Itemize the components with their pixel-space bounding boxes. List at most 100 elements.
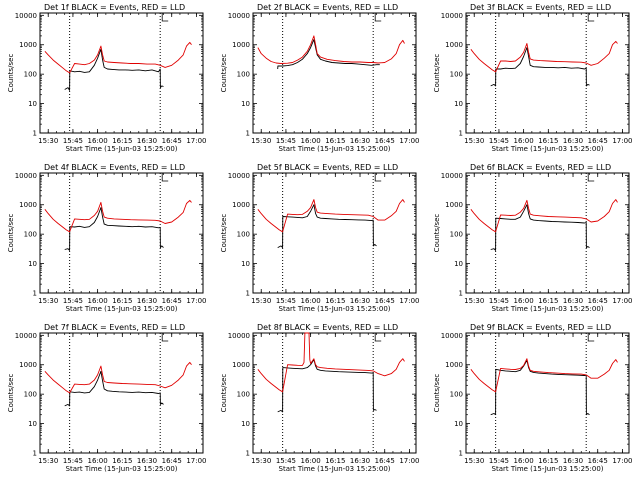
series-line-events xyxy=(490,204,590,251)
y-tick-label: 1 xyxy=(246,290,250,298)
series-line-events xyxy=(277,359,377,413)
y-tick-label: 1 xyxy=(246,130,250,138)
x-axis-label: Start Time (15-Jun-03 15:25:00) xyxy=(279,145,391,153)
x-tick-label: 17:00 xyxy=(612,297,632,305)
x-tick-label: 16:15 xyxy=(538,457,558,465)
x-tick-label: 16:15 xyxy=(325,457,345,465)
x-axis-label: Start Time (15-Jun-03 15:25:00) xyxy=(66,465,178,473)
plot-frame xyxy=(252,332,417,454)
series-line-lld xyxy=(44,199,192,233)
y-tick-label: 10000 xyxy=(441,12,463,20)
x-tick-label: 16:15 xyxy=(538,297,558,305)
x-tick-label: 16:30 xyxy=(137,457,157,465)
y-tick-label: 10 xyxy=(28,260,37,268)
y-tick-label: 100 xyxy=(450,71,463,79)
x-tick-label: 16:30 xyxy=(350,457,370,465)
x-tick-label: 17:00 xyxy=(612,137,632,145)
x-tick-label: 16:00 xyxy=(301,457,321,465)
y-axis-label: Counts/sec xyxy=(220,214,228,253)
x-axis-label: Start Time (15-Jun-03 15:25:00) xyxy=(279,465,391,473)
bracket-marker xyxy=(587,333,595,342)
x-tick-label: 17:00 xyxy=(399,137,419,145)
series-line-lld xyxy=(44,41,192,74)
y-tick-label: 10000 xyxy=(15,332,37,340)
x-tick-label: 16:30 xyxy=(350,137,370,145)
plot-frame xyxy=(39,332,204,454)
x-axis-label: Start Time (15-Jun-03 15:25:00) xyxy=(66,305,178,313)
y-tick-label: 1 xyxy=(33,130,37,138)
x-tick-label: 17:00 xyxy=(612,457,632,465)
y-tick-label: 10 xyxy=(241,260,250,268)
y-tick-label: 1000 xyxy=(19,361,37,369)
y-axis-label: Counts/sec xyxy=(433,54,441,93)
x-tick-label: 16:15 xyxy=(325,297,345,305)
y-axis-label: Counts/sec xyxy=(433,214,441,253)
x-tick-label: 15:45 xyxy=(489,137,509,145)
x-tick-label: 16:30 xyxy=(137,297,157,305)
bracket-marker xyxy=(161,173,169,182)
x-tick-label: 16:30 xyxy=(137,137,157,145)
x-tick-label: 16:00 xyxy=(301,297,321,305)
x-tick-label: 16:15 xyxy=(538,137,558,145)
x-tick-label: 16:00 xyxy=(301,137,321,145)
y-axis-label: Counts/sec xyxy=(7,374,15,413)
y-tick-label: 1 xyxy=(459,290,463,298)
y-tick-label: 1000 xyxy=(19,41,37,49)
x-axis-label: Start Time (15-Jun-03 15:25:00) xyxy=(492,145,604,153)
plot-frame xyxy=(252,172,417,294)
x-tick-label: 16:45 xyxy=(162,137,182,145)
y-tick-label: 10000 xyxy=(15,12,37,20)
x-tick-label: 16:45 xyxy=(375,457,395,465)
x-tick-label: 16:15 xyxy=(112,457,132,465)
panel-det-1f: Det 1f BLACK = Events, RED = LLD 1 10 100 10… xyxy=(7,3,207,153)
x-tick-label: 15:45 xyxy=(276,297,296,305)
panel-title: Det 8f BLACK = Events, RED = LLD xyxy=(257,323,398,332)
bracket-marker xyxy=(587,13,595,22)
x-tick-label: 17:00 xyxy=(399,297,419,305)
panel-det-8f: Det 8f BLACK = Events, RED = LLD 1 10 100 10… xyxy=(220,323,420,473)
y-tick-label: 1000 xyxy=(445,361,463,369)
x-tick-label: 17:00 xyxy=(186,137,206,145)
panel-title: Det 7f BLACK = Events, RED = LLD xyxy=(44,323,185,332)
x-tick-label: 17:00 xyxy=(399,457,419,465)
y-tick-label: 1 xyxy=(33,290,37,298)
bracket-marker xyxy=(374,333,382,342)
plot-frame xyxy=(465,332,630,454)
x-axis-label: Start Time (15-Jun-03 15:25:00) xyxy=(492,465,604,473)
y-tick-label: 10 xyxy=(28,420,37,428)
x-tick-label: 16:00 xyxy=(88,137,108,145)
x-tick-label: 15:45 xyxy=(276,137,296,145)
y-tick-label: 10000 xyxy=(441,332,463,340)
series-line-lld xyxy=(470,358,618,393)
y-tick-label: 100 xyxy=(237,391,250,399)
y-axis-label: Counts/sec xyxy=(7,214,15,253)
bracket-marker xyxy=(587,173,595,182)
x-tick-label: 17:00 xyxy=(186,297,206,305)
y-tick-label: 1000 xyxy=(232,361,250,369)
y-tick-label: 100 xyxy=(24,231,37,239)
x-axis-label: Start Time (15-Jun-03 15:25:00) xyxy=(66,145,178,153)
y-tick-label: 1000 xyxy=(19,201,37,209)
y-tick-label: 1 xyxy=(246,450,250,458)
series-line-lld xyxy=(44,361,192,394)
plot-frame xyxy=(39,172,204,294)
series-line-events xyxy=(64,370,164,407)
x-tick-label: 16:15 xyxy=(112,297,132,305)
panel-det-6f: Det 6f BLACK = Events, RED = LLD 1 10 100 10… xyxy=(433,163,633,313)
x-tick-label: 15:45 xyxy=(276,457,296,465)
series-line-events xyxy=(277,204,377,249)
y-tick-label: 10 xyxy=(454,100,463,108)
y-tick-label: 10 xyxy=(28,100,37,108)
x-tick-label: 15:30 xyxy=(464,297,484,305)
y-tick-label: 10000 xyxy=(441,172,463,180)
x-tick-label: 15:45 xyxy=(489,457,509,465)
x-tick-label: 16:30 xyxy=(350,297,370,305)
y-tick-label: 10000 xyxy=(228,332,250,340)
series-line-events xyxy=(490,47,590,87)
x-tick-label: 17:00 xyxy=(186,457,206,465)
y-axis-label: Counts/sec xyxy=(220,54,228,93)
panel-title: Det 2f BLACK = Events, RED = LLD xyxy=(257,3,398,12)
x-tick-label: 15:45 xyxy=(489,297,509,305)
series-line-lld xyxy=(257,35,405,64)
series-line-lld xyxy=(470,199,618,233)
